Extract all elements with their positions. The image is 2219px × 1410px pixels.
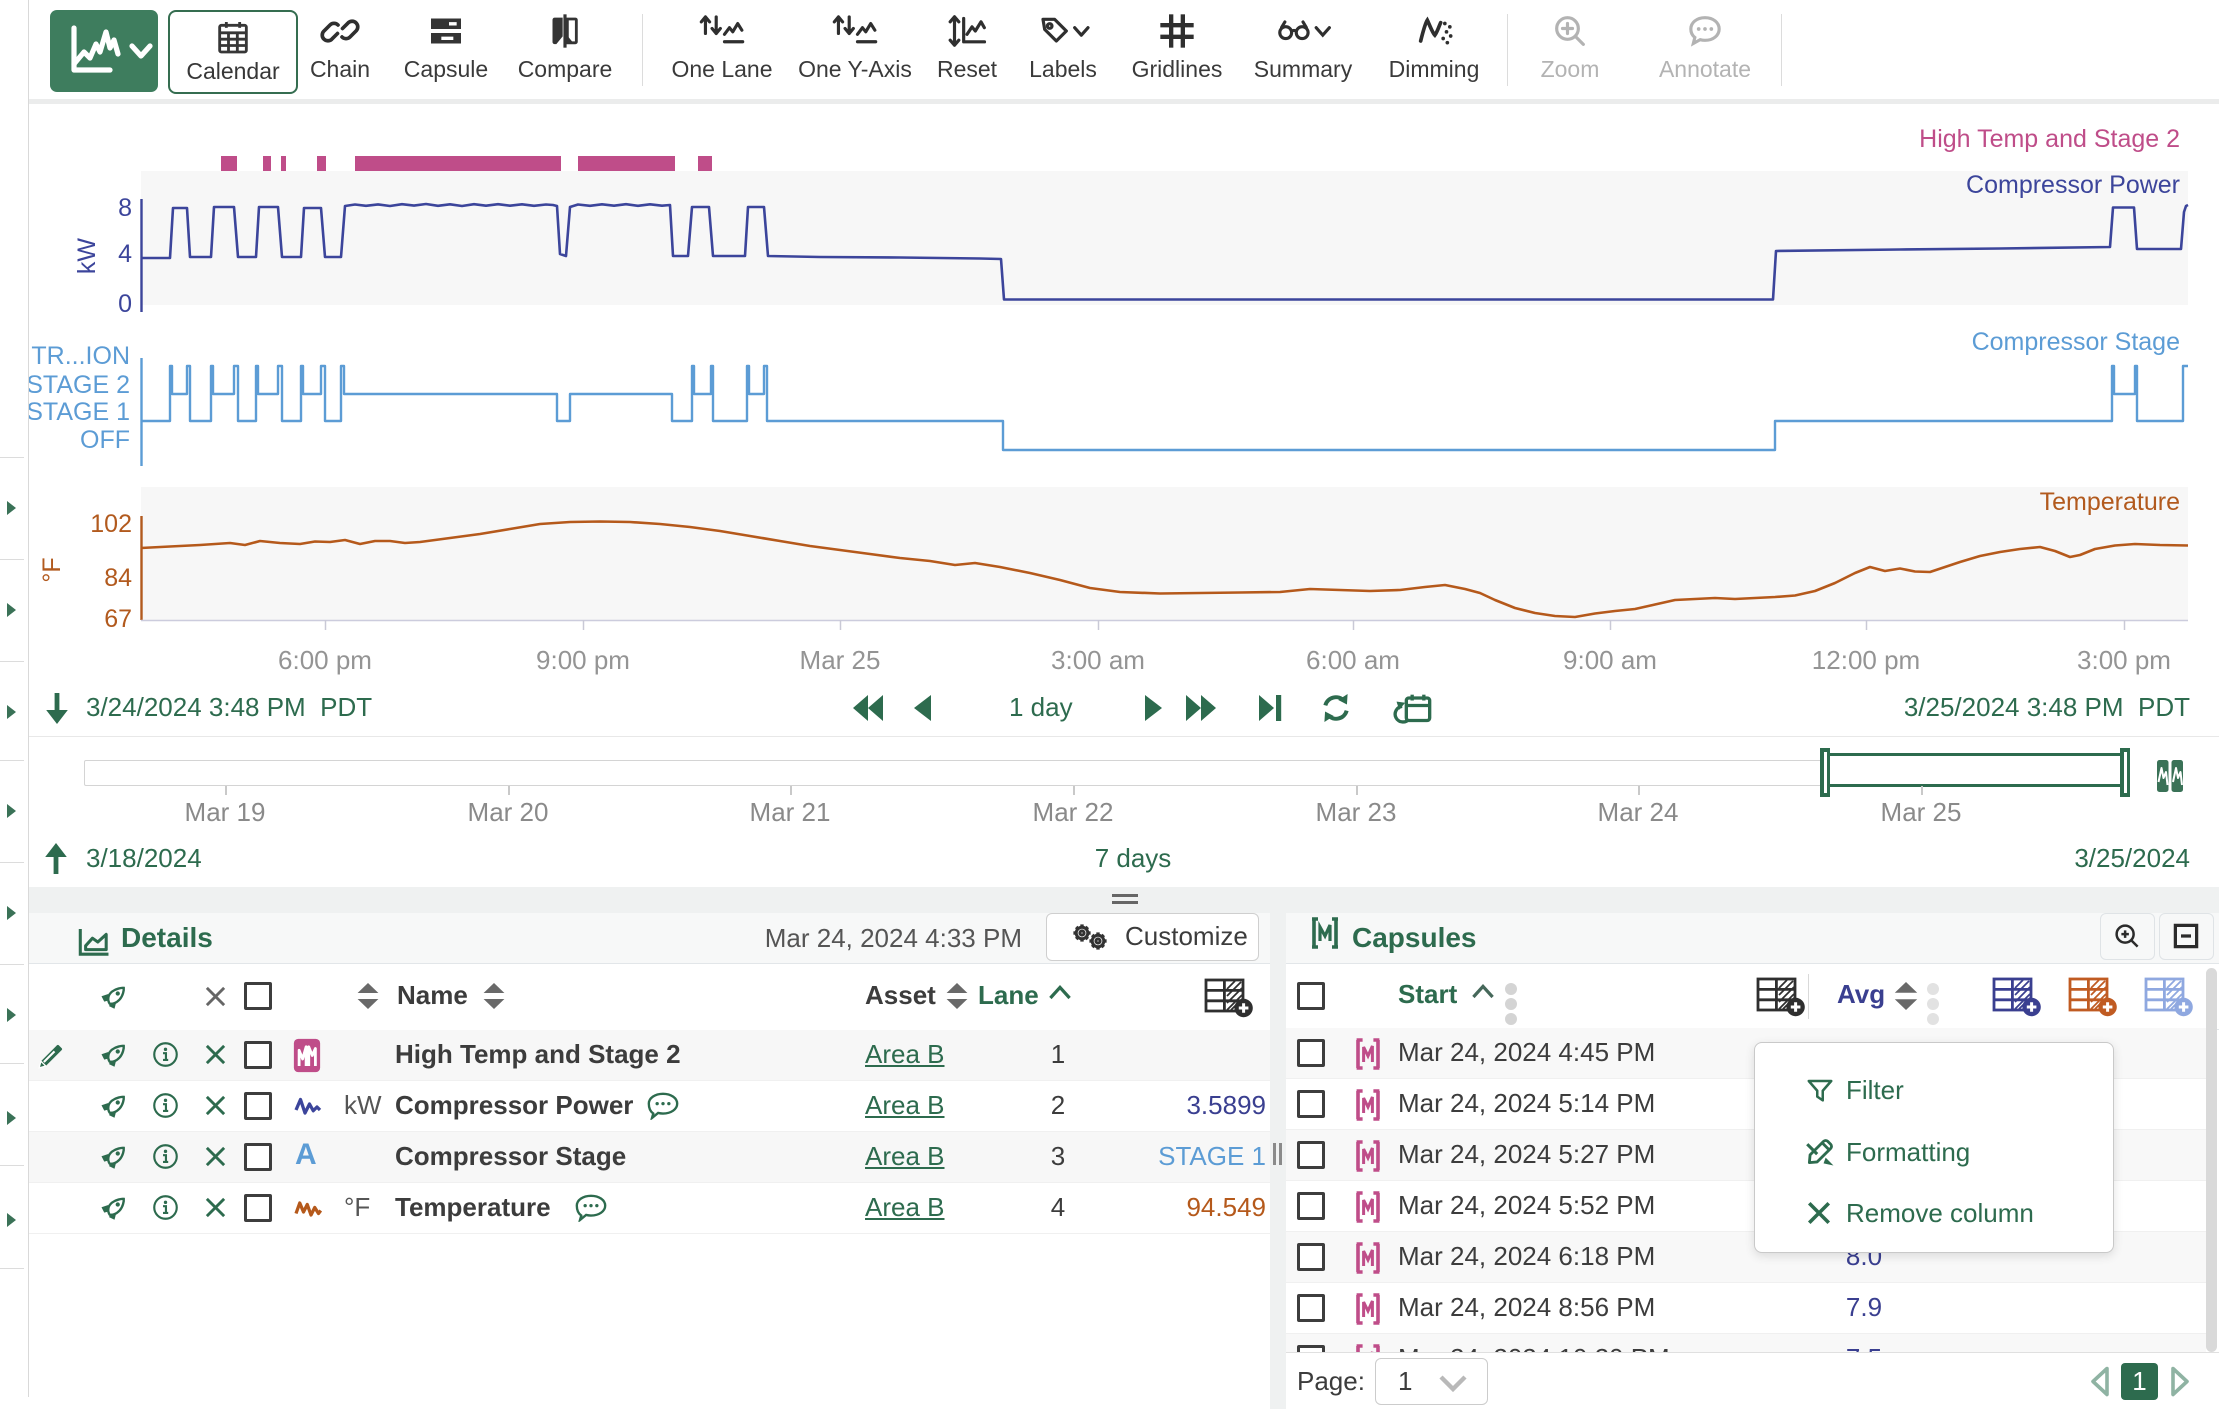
svg-text:12:00 pm: 12:00 pm [1812, 645, 1920, 675]
svg-text:Temperature: Temperature [2040, 488, 2180, 516]
svg-text:High Temp and Stage 2: High Temp and Stage 2 [1919, 125, 2180, 153]
svg-text:4: 4 [118, 240, 132, 268]
svg-text:0: 0 [118, 290, 132, 318]
svg-text:6:00 am: 6:00 am [1306, 645, 1400, 675]
svg-text:9:00 am: 9:00 am [1563, 645, 1657, 675]
svg-text:102: 102 [90, 510, 132, 538]
svg-text:67: 67 [104, 605, 132, 633]
svg-text:6:00 pm: 6:00 pm [278, 645, 372, 675]
svg-text:8: 8 [118, 194, 132, 222]
svg-text:Compressor Stage: Compressor Stage [1972, 328, 2180, 356]
svg-text:84: 84 [104, 564, 132, 592]
svg-text:3:00 pm: 3:00 pm [2077, 645, 2171, 675]
svg-text:°F: °F [38, 557, 66, 582]
svg-text:STAGE 2: STAGE 2 [29, 371, 130, 399]
svg-text:Compressor Power: Compressor Power [1966, 171, 2180, 199]
svg-text:Mar 25: Mar 25 [800, 645, 881, 675]
svg-text:kW: kW [73, 238, 101, 275]
svg-text:3:00 am: 3:00 am [1051, 645, 1145, 675]
svg-text:OFF: OFF [80, 426, 130, 454]
svg-text:STAGE 1: STAGE 1 [29, 398, 130, 426]
svg-text:9:00 pm: 9:00 pm [536, 645, 630, 675]
svg-text:TR...ION: TR...ION [31, 342, 130, 370]
